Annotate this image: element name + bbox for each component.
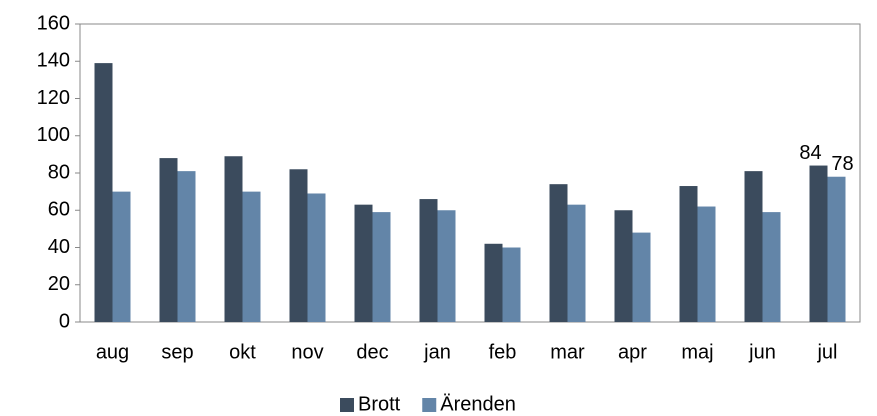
y-tick-label: 80 (48, 161, 70, 183)
bar (289, 169, 308, 322)
bar (419, 199, 438, 322)
x-tick-label: dec (356, 341, 388, 363)
x-tick-label: jul (816, 341, 837, 363)
y-tick-label: 20 (48, 273, 70, 295)
bar (614, 210, 633, 322)
legend-label: Ärenden (440, 393, 516, 415)
bar (809, 165, 828, 322)
bar (484, 243, 503, 322)
x-tick-label: sep (161, 341, 193, 363)
legend-swatch (422, 398, 437, 412)
bar (242, 191, 261, 322)
bar (224, 156, 243, 322)
bar (549, 184, 568, 322)
bar (744, 171, 763, 322)
bar (307, 193, 326, 322)
data-label: 78 (831, 153, 853, 175)
y-tick-label: 160 (37, 12, 70, 34)
bar (567, 204, 586, 322)
x-tick-label: aug (96, 341, 129, 363)
bar (112, 191, 131, 322)
data-label: 84 (799, 142, 821, 164)
y-tick-label: 60 (48, 199, 70, 221)
x-tick-label: jan (423, 341, 451, 363)
y-tick-label: 0 (59, 310, 70, 332)
x-tick-label: okt (229, 341, 256, 363)
bar (827, 176, 846, 322)
legend-swatch (340, 398, 354, 412)
y-tick-label: 40 (48, 236, 70, 258)
bar (632, 232, 651, 322)
bar (94, 63, 113, 323)
bar (437, 210, 456, 322)
legend-label: Brott (358, 393, 401, 415)
y-tick-label: 120 (37, 87, 70, 109)
x-tick-label: feb (489, 341, 517, 363)
x-tick-label: maj (681, 341, 713, 363)
x-tick-label: nov (291, 341, 323, 363)
x-tick-label: jun (748, 341, 776, 363)
bar (679, 186, 698, 322)
bar (354, 204, 373, 322)
bar (697, 206, 716, 322)
bar (762, 212, 781, 322)
plot-frame (79, 23, 861, 323)
bar (502, 247, 521, 322)
x-tick-label: mar (550, 341, 585, 363)
bar (159, 158, 178, 322)
y-tick-label: 140 (37, 50, 70, 72)
bar (177, 171, 196, 322)
y-tick-label: 100 (37, 124, 70, 146)
x-tick-label: apr (618, 341, 647, 363)
bar (372, 212, 391, 322)
